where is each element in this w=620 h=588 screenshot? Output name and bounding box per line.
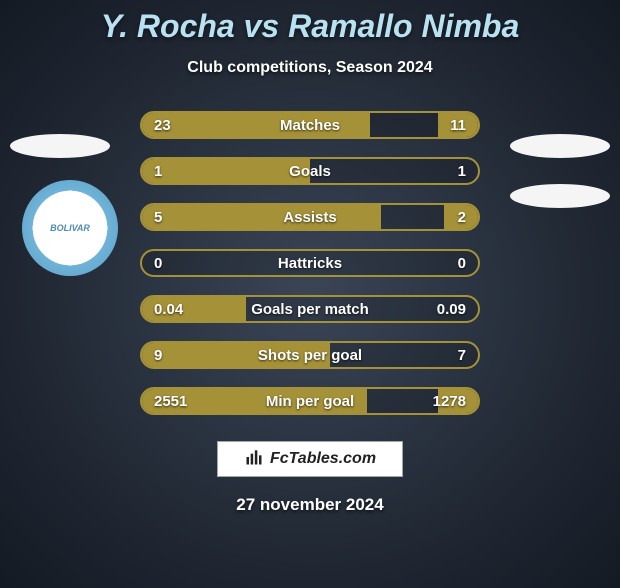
club-logo-left: BOLIVAR (22, 180, 118, 276)
stat-label: Hattricks (142, 251, 478, 275)
stat-row-assists: 52Assists (140, 203, 480, 231)
team-badge-left (10, 134, 110, 158)
stat-row-goals-per-match: 0.040.09Goals per match (140, 295, 480, 323)
stat-label: Shots per goal (142, 343, 478, 367)
stat-row-shots-per-goal: 97Shots per goal (140, 341, 480, 369)
stat-label: Assists (142, 205, 478, 229)
stat-label: Goals per match (142, 297, 478, 321)
stat-label: Goals (142, 159, 478, 183)
date-text: 27 november 2024 (0, 495, 620, 515)
chart-icon (244, 447, 264, 472)
stat-row-matches: 2311Matches (140, 111, 480, 139)
stat-row-min-per-goal: 25511278Min per goal (140, 387, 480, 415)
stat-label: Min per goal (142, 389, 478, 413)
club-logo-text: BOLIVAR (50, 223, 90, 233)
team-badge-right-1 (510, 134, 610, 158)
team-badge-right-2 (510, 184, 610, 208)
stat-row-hattricks: 00Hattricks (140, 249, 480, 277)
stat-label: Matches (142, 113, 478, 137)
season-subtitle: Club competitions, Season 2024 (0, 59, 620, 77)
stat-row-goals: 11Goals (140, 157, 480, 185)
watermark-text: FcTables.com (270, 450, 376, 468)
page-title: Y. Rocha vs Ramallo Nimba (0, 8, 620, 45)
watermark[interactable]: FcTables.com (217, 441, 403, 477)
